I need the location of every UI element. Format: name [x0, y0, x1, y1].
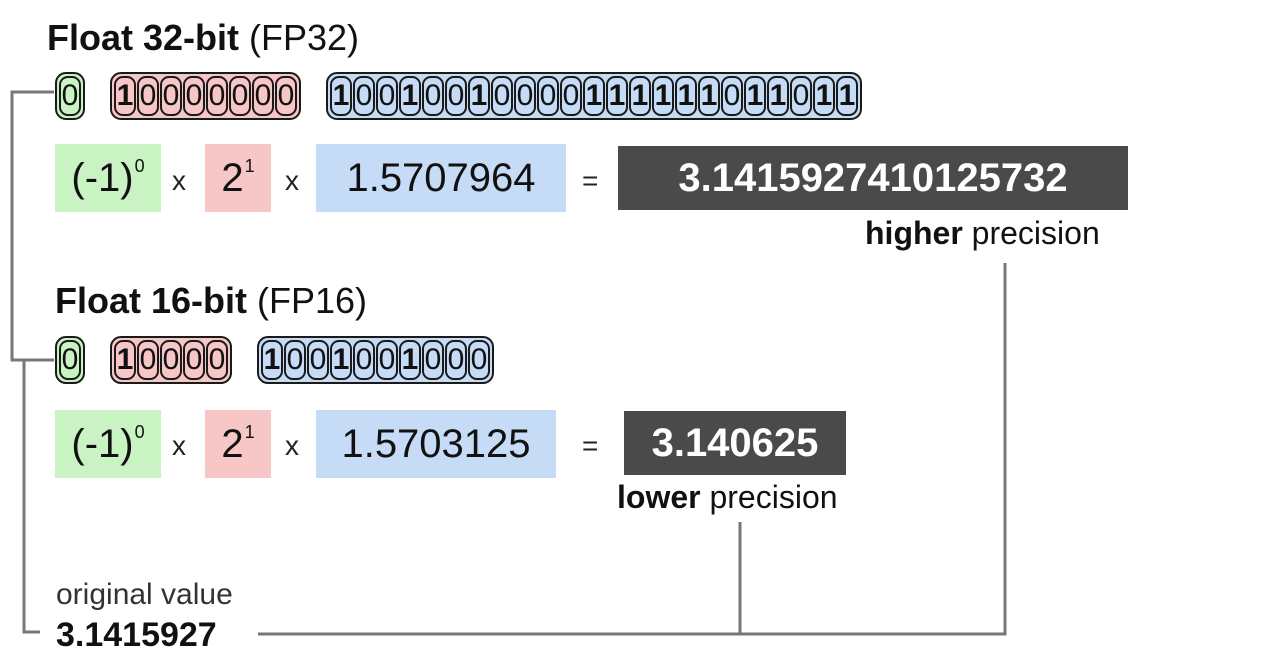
fp16-times-2: x — [285, 430, 299, 461]
bit-cell: 0 — [560, 76, 582, 116]
bit-cell: 0 — [445, 76, 467, 116]
bit-cell: 0 — [790, 76, 812, 116]
fp16-mantissa-term: 1.5703125 — [316, 410, 556, 478]
bit-cell: 0 — [284, 340, 306, 380]
bit-cell: 0 — [376, 76, 398, 116]
fp16-sign-exponent: 0 — [134, 421, 145, 442]
bit-cell: 0 — [275, 76, 297, 116]
fp16-sign-bits: 0 — [55, 336, 85, 384]
bit-cell: 1 — [836, 76, 858, 116]
bit-cell: 1 — [744, 76, 766, 116]
fp16-times-1: x — [172, 430, 186, 461]
bit-cell: 1 — [629, 76, 651, 116]
bit-cell: 0 — [514, 76, 536, 116]
fp32-precision-label: higher precision — [865, 215, 1100, 252]
fp32-precision-rest: precision — [971, 215, 1100, 251]
bit-cell: 1 — [468, 76, 490, 116]
bit-cell: 0 — [160, 340, 182, 380]
fp32-sign-factor: (-1) — [71, 155, 134, 200]
bit-cell: 0 — [252, 76, 274, 116]
bit-cell: 0 — [206, 340, 228, 380]
bit-cell: 0 — [353, 76, 375, 116]
bit-cell: 1 — [813, 76, 835, 116]
bit-cell: 0 — [353, 340, 375, 380]
bit-cell: 1 — [767, 76, 789, 116]
fp32-mantissa-term: 1.5707964 — [316, 144, 566, 212]
bit-cell: 1 — [606, 76, 628, 116]
fp32-result: 3.1415927410125732 — [618, 146, 1128, 210]
bit-cell: 0 — [468, 340, 490, 380]
bracket-original — [22, 358, 54, 634]
bit-cell: 0 — [376, 340, 398, 380]
fp16-precision-strong: lower — [617, 479, 701, 515]
bit-cell: 0 — [721, 76, 743, 116]
bit-cell: 0 — [183, 340, 205, 380]
fp16-sign-term: (-1) 0 — [55, 410, 161, 478]
fp32-sign-bits: 0 — [55, 72, 85, 120]
bit-cell: 0 — [59, 340, 81, 380]
fp32-sign-term: (-1) 0 — [55, 144, 161, 212]
fp32-times-2: x — [285, 165, 299, 196]
fp16-sign-factor: (-1) — [71, 421, 134, 466]
fp32-precision-strong: higher — [865, 215, 963, 251]
fp16-equals: = — [582, 430, 599, 461]
bit-cell: 1 — [261, 340, 283, 380]
fp32-equals: = — [582, 165, 599, 196]
bit-cell: 1 — [330, 76, 352, 116]
bit-cell: 1 — [114, 340, 136, 380]
fp32-exp-base: 2 — [221, 155, 244, 200]
bit-cell: 0 — [59, 76, 81, 116]
original-value-label: original value — [56, 578, 233, 611]
fp32-title-sub: (FP32) — [249, 17, 360, 58]
bit-cell: 0 — [445, 340, 467, 380]
fp16-exp-base: 2 — [221, 421, 244, 466]
line-original — [258, 263, 1007, 636]
fp32-title-strong: Float 32-bit — [47, 17, 240, 58]
bit-cell: 1 — [698, 76, 720, 116]
bracket-left — [10, 90, 54, 362]
bit-cell: 0 — [229, 76, 251, 116]
fp32-sign-exponent: 0 — [134, 155, 145, 176]
fp16-precision-rest: precision — [709, 479, 838, 515]
bit-cell: 1 — [675, 76, 697, 116]
fp32-title: Float 32-bit (FP32) — [47, 18, 359, 58]
fp16-title-strong: Float 16-bit — [55, 280, 248, 321]
bit-cell: 1 — [399, 76, 421, 116]
bit-cell: 0 — [206, 76, 228, 116]
bit-cell: 1 — [399, 340, 421, 380]
bit-cell: 0 — [183, 76, 205, 116]
bit-cell: 0 — [137, 76, 159, 116]
bit-cell: 1 — [652, 76, 674, 116]
bit-cell: 0 — [422, 76, 444, 116]
original-value: 3.1415927 — [56, 616, 217, 654]
fp16-exp-power: 1 — [244, 421, 255, 442]
bit-cell: 1 — [330, 340, 352, 380]
bit-cell: 1 — [583, 76, 605, 116]
fp16-mantissa-value: 1.5703125 — [341, 421, 531, 466]
bit-cell: 1 — [114, 76, 136, 116]
fp32-mantissa-value: 1.5707964 — [346, 155, 536, 200]
bit-cell: 0 — [422, 340, 444, 380]
bit-cell: 0 — [537, 76, 559, 116]
fp32-times-1: x — [172, 165, 186, 196]
bit-cell: 0 — [160, 76, 182, 116]
bit-cell: 0 — [307, 340, 329, 380]
fp16-title-sub: (FP16) — [257, 280, 368, 321]
fp32-exp-power: 1 — [244, 155, 255, 176]
fp16-title: Float 16-bit (FP16) — [55, 281, 367, 321]
fp16-result: 3.140625 — [624, 411, 846, 475]
fp16-precision-label: lower precision — [617, 479, 838, 516]
bit-cell: 0 — [137, 340, 159, 380]
bit-cell: 0 — [491, 76, 513, 116]
